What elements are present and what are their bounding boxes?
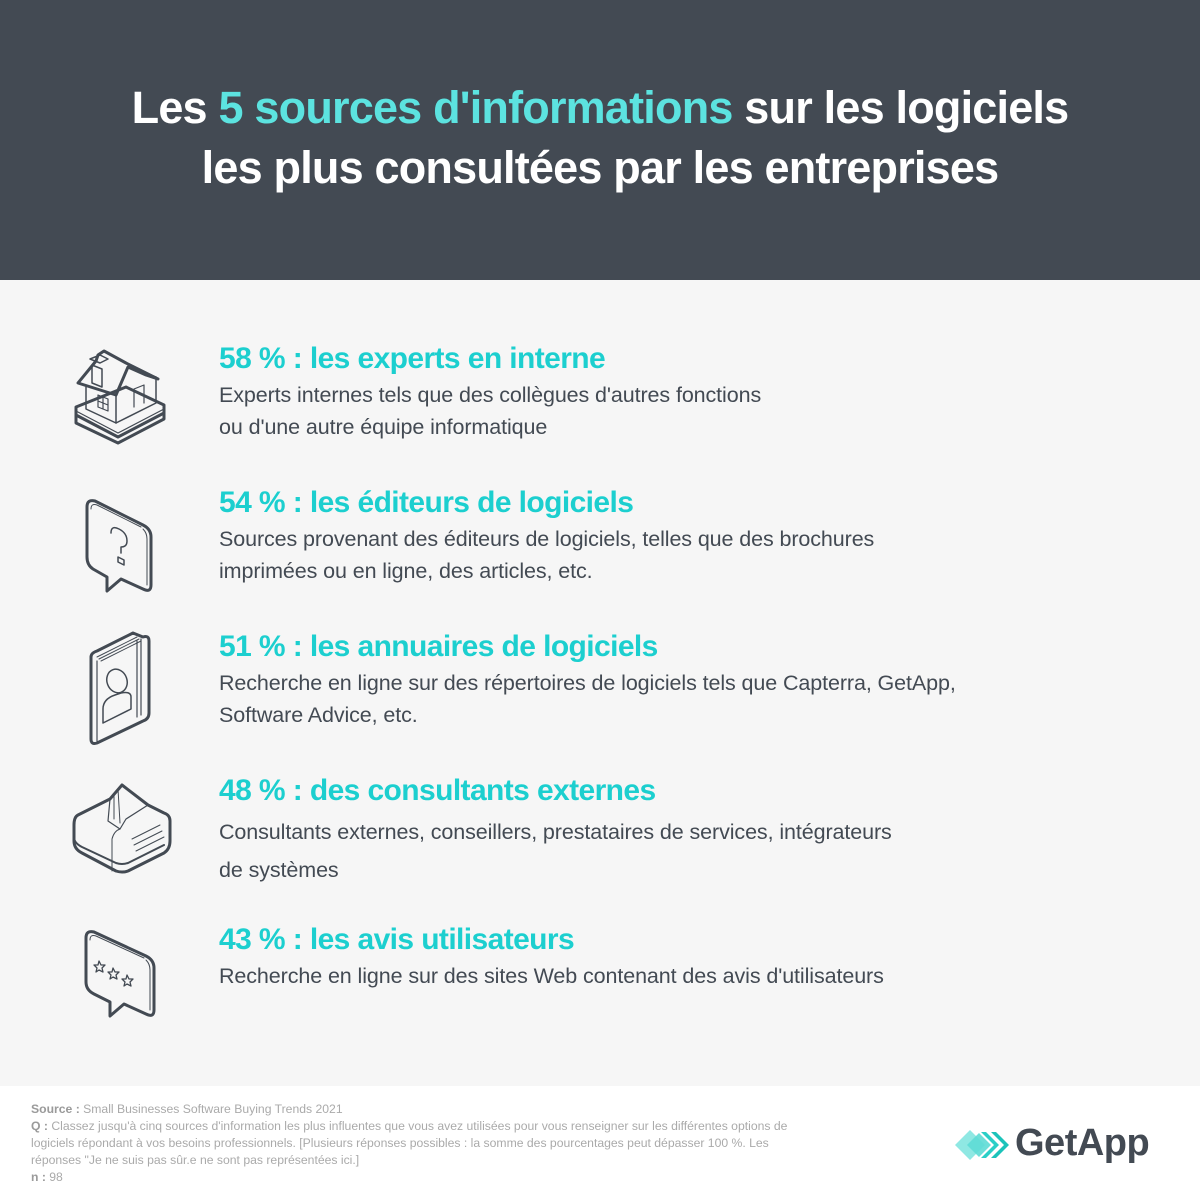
directory-book-icon <box>85 631 155 751</box>
title-line-1: Les 5 sources d'informations sur les log… <box>131 82 1070 133</box>
header-banner: Les 5 sources d'informations sur les log… <box>0 0 1200 280</box>
getapp-chevrons-icon <box>955 1130 1009 1160</box>
source-footnote: Source : Small Businesses Software Buyin… <box>31 1101 811 1186</box>
item-heading: 58 % : les experts en interne <box>219 342 606 375</box>
item-heading: 48 % : des consultants externes <box>219 774 656 807</box>
question-line: Q : Classez jusqu'à cinq sources d'infor… <box>31 1119 788 1167</box>
question-bubble-icon <box>75 485 165 595</box>
star-rating-bubble-icon <box>76 918 166 1022</box>
footer: Source : Small Businesses Software Buyin… <box>0 1086 1200 1200</box>
house-icon <box>68 345 174 451</box>
item-description: Consultants externes, conseillers, prest… <box>219 820 892 882</box>
getapp-wordmark: GetApp <box>1015 1122 1150 1164</box>
source-line: Source : Small Businesses Software Buyin… <box>31 1102 343 1116</box>
item-description: Sources provenant des éditeurs de logici… <box>219 527 875 583</box>
page-title: Les 5 sources d'informations sur les log… <box>0 78 1200 198</box>
folded-shirts-icon <box>70 779 174 875</box>
sources-list: 58 % : les experts en interne Experts in… <box>0 280 1200 1086</box>
item-description: Recherche en ligne sur des sites Web con… <box>219 964 884 988</box>
item-heading: 51 % : les annuaires de logiciels <box>219 630 658 663</box>
item-description: Recherche en ligne sur des répertoires d… <box>219 671 956 727</box>
item-heading: 43 % : les avis utilisateurs <box>219 923 575 956</box>
getapp-logo: GetApp <box>955 1122 1175 1164</box>
title-accent: 5 sources d'informations <box>218 82 733 133</box>
sample-size-line: n : 98 <box>31 1170 63 1184</box>
item-heading: 54 % : les éditeurs de logiciels <box>219 486 634 519</box>
item-description: Experts internes tels que des collègues … <box>219 383 762 439</box>
title-line-2: les plus consultées par les entreprises <box>201 142 999 193</box>
